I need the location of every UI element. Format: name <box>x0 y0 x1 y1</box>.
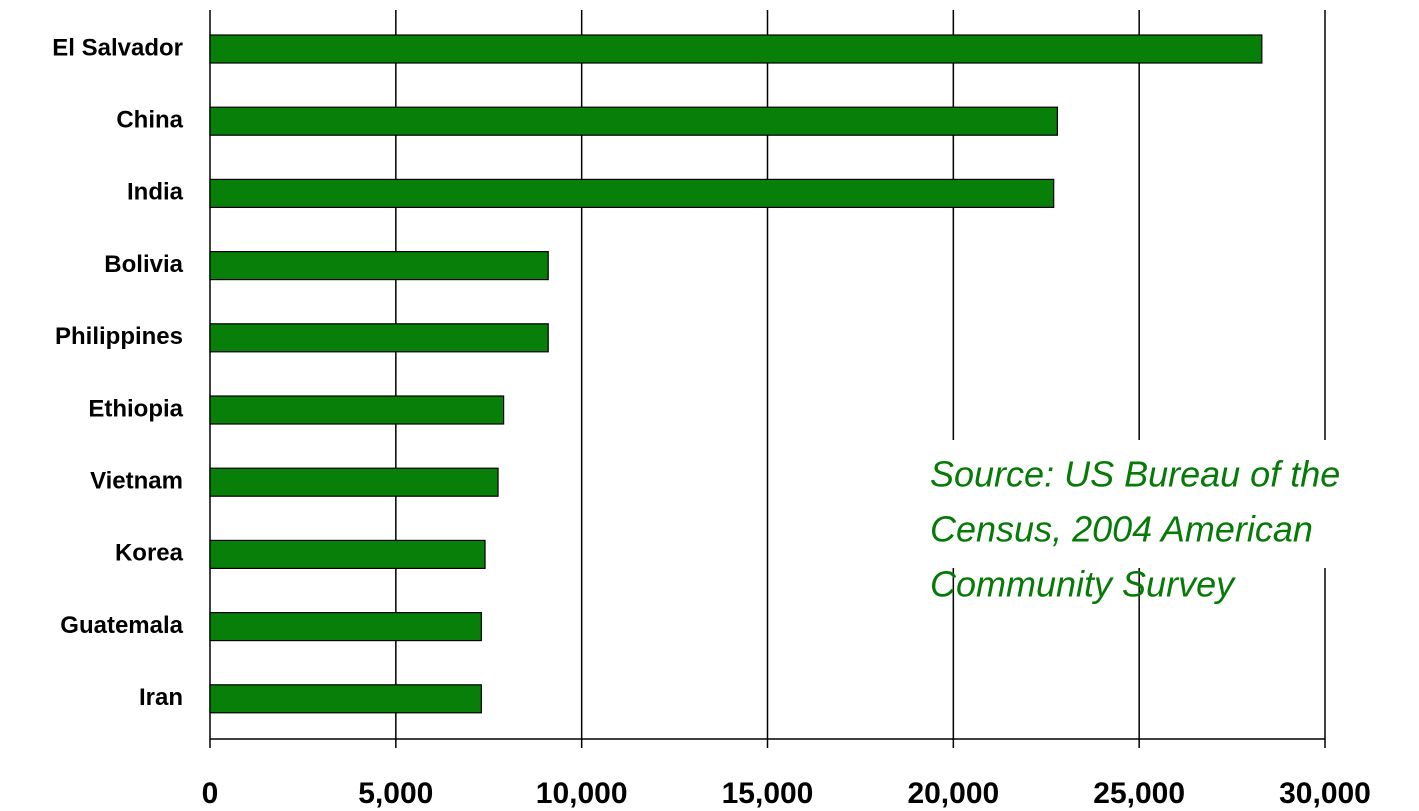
bar <box>209 611 482 642</box>
bar <box>209 323 549 353</box>
y-tick-label: Bolivia <box>104 251 183 278</box>
bar <box>209 178 1055 208</box>
x-tick-label: 5,000 <box>358 777 433 810</box>
x-tick-label: 15,000 <box>722 777 814 810</box>
bar <box>209 251 549 281</box>
y-tick-label: Vietnam <box>90 468 183 495</box>
x-tick-label: 30,000 <box>1279 777 1371 810</box>
bar <box>209 106 1059 136</box>
x-tick-label: 25,000 <box>1093 777 1185 810</box>
annotation: Community Survey <box>930 564 1236 605</box>
y-tick-label: Guatemala <box>60 612 183 639</box>
bar <box>209 684 482 714</box>
bar <box>209 539 486 570</box>
y-tick-label: India <box>127 179 184 206</box>
y-tick-label: China <box>116 107 183 134</box>
annotation: Census, 2004 American <box>930 509 1313 550</box>
y-tick-label: Ethiopia <box>88 395 183 422</box>
bar <box>209 467 499 497</box>
x-tick-label: 20,000 <box>907 777 999 810</box>
annotation: Source: US Bureau of the <box>930 454 1340 495</box>
y-tick-label: Iran <box>139 684 183 711</box>
y-tick-label: Philippines <box>55 323 183 350</box>
bar <box>209 34 1263 64</box>
y-tick-label: Korea <box>115 540 184 567</box>
bar <box>209 395 505 425</box>
y-tick-label: El Salvador <box>52 34 183 61</box>
annotation-background <box>922 440 1419 568</box>
x-tick-label: 0 <box>202 777 219 810</box>
x-tick-label: 10,000 <box>536 777 628 810</box>
